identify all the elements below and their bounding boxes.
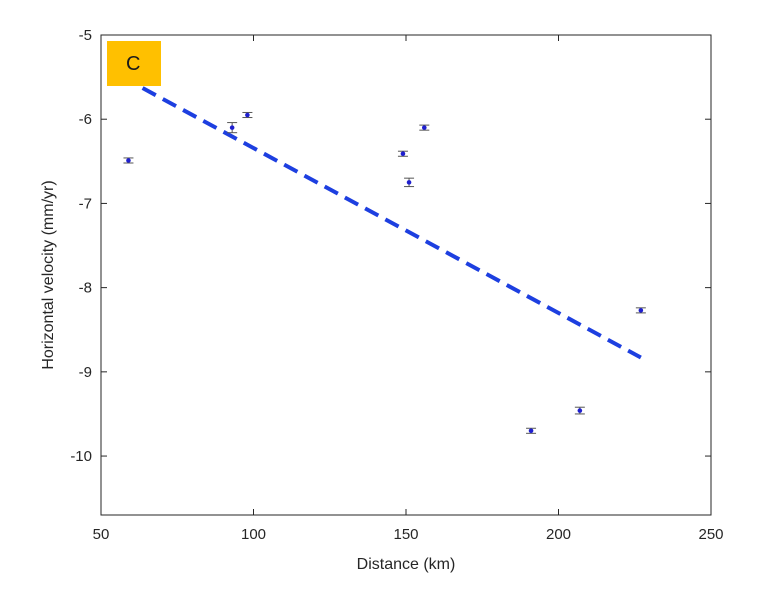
y-tick-label: -9 bbox=[79, 364, 92, 381]
data-point bbox=[635, 307, 646, 314]
y-tick-label: -10 bbox=[70, 448, 92, 465]
data-point-marker bbox=[528, 428, 534, 434]
data-point-marker bbox=[577, 408, 583, 413]
data-point-marker bbox=[422, 125, 427, 130]
data-point bbox=[419, 124, 430, 131]
y-tick-label: -6 bbox=[79, 111, 92, 128]
y-tick-label: -7 bbox=[79, 195, 92, 212]
data-point bbox=[526, 427, 537, 434]
x-tick-label: 150 bbox=[393, 526, 418, 543]
panel-badge-label: C bbox=[126, 53, 140, 75]
data-point bbox=[404, 177, 415, 188]
y-tick-label: -8 bbox=[79, 280, 92, 297]
data-points-layer bbox=[123, 111, 646, 434]
data-point bbox=[397, 150, 408, 157]
data-point bbox=[242, 111, 253, 119]
plot-area bbox=[101, 35, 711, 515]
data-point-marker bbox=[126, 158, 131, 163]
data-point-marker bbox=[638, 308, 644, 313]
trend-line-layer bbox=[121, 75, 642, 360]
x-tick-label: 100 bbox=[241, 526, 266, 543]
panel-badge-background bbox=[107, 41, 161, 86]
plot-frame bbox=[100, 34, 712, 516]
data-point-marker bbox=[400, 151, 406, 157]
y-axis-label: Horizontal velocity (mm/yr) bbox=[40, 180, 57, 369]
axis-tick-labels: 50 100 150 200 250 -5 -6 -7 -8 -9 -10 bbox=[70, 27, 723, 543]
data-point-marker bbox=[406, 180, 412, 185]
data-point-marker bbox=[229, 125, 235, 130]
x-tick-label: 50 bbox=[93, 526, 110, 543]
x-tick-label: 200 bbox=[546, 526, 571, 543]
data-point bbox=[227, 122, 238, 134]
y-tick-label: -5 bbox=[79, 27, 92, 44]
data-point bbox=[123, 157, 134, 164]
trend-line bbox=[121, 75, 642, 360]
panel-badge: C bbox=[107, 41, 161, 86]
data-point bbox=[574, 406, 585, 415]
data-point-marker bbox=[245, 112, 250, 118]
x-axis-label: Distance (km) bbox=[357, 556, 456, 573]
x-tick-label: 250 bbox=[698, 526, 723, 543]
